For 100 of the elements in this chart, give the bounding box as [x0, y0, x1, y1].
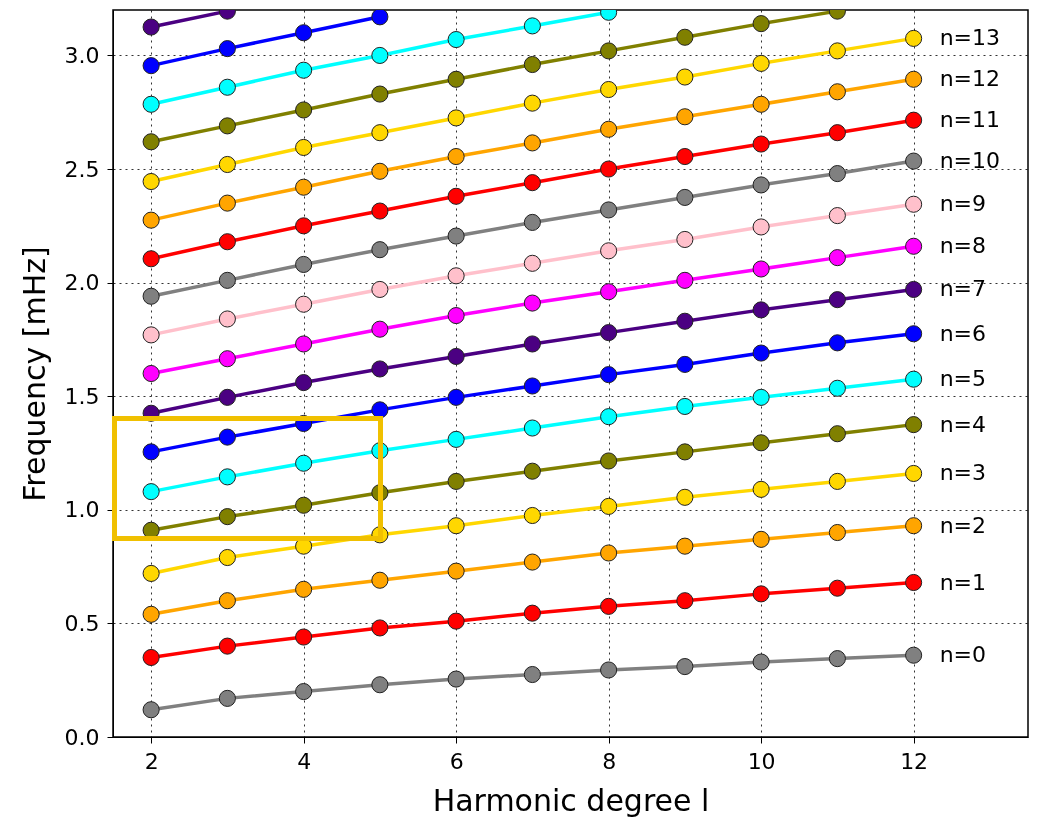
point	[676, 443, 694, 461]
point	[752, 653, 770, 671]
series-label: n=3	[939, 460, 986, 486]
point	[523, 419, 541, 437]
y-tick-label: 3.0	[64, 42, 100, 68]
point	[676, 592, 694, 610]
point	[676, 271, 694, 289]
point	[218, 194, 236, 212]
point	[447, 472, 465, 490]
point	[600, 366, 618, 384]
point	[600, 160, 618, 178]
point	[905, 517, 923, 535]
point	[218, 548, 236, 567]
point	[828, 523, 846, 542]
point	[523, 94, 541, 112]
point	[752, 434, 770, 452]
point	[752, 15, 770, 33]
point	[218, 233, 236, 251]
point	[142, 483, 160, 501]
point	[218, 117, 236, 135]
series-label: n=8	[939, 233, 986, 259]
point	[600, 544, 618, 562]
point	[600, 452, 618, 470]
point	[371, 124, 389, 142]
series-label: n=12	[939, 66, 1000, 92]
y-tick-label: 2.0	[64, 270, 100, 296]
point	[676, 312, 694, 330]
y-tick-label: 2.5	[64, 156, 100, 182]
point	[905, 573, 923, 592]
point	[142, 172, 160, 191]
point	[218, 689, 236, 707]
point	[523, 335, 541, 353]
point	[142, 250, 160, 268]
point	[447, 430, 465, 448]
point	[600, 201, 618, 219]
point	[752, 301, 770, 319]
point	[600, 283, 618, 301]
point	[371, 571, 389, 589]
point	[905, 280, 923, 298]
y-tick-label: 0.0	[64, 724, 100, 750]
series-label: n=6	[939, 320, 986, 346]
point	[371, 10, 389, 26]
point	[905, 325, 923, 343]
point	[600, 242, 618, 260]
x-tick-label: 12	[900, 748, 929, 774]
point	[523, 665, 541, 684]
point	[905, 464, 923, 483]
point	[752, 95, 770, 113]
point	[600, 324, 618, 342]
point	[218, 271, 236, 289]
point	[447, 670, 465, 688]
point	[371, 241, 389, 259]
point	[295, 496, 313, 514]
point	[752, 480, 770, 498]
point	[523, 254, 541, 272]
point	[142, 443, 160, 461]
point	[218, 40, 236, 58]
point	[828, 207, 846, 225]
point	[905, 370, 923, 388]
point	[218, 508, 236, 526]
point	[676, 230, 694, 249]
point	[676, 658, 694, 676]
point	[142, 18, 160, 36]
point	[752, 135, 770, 153]
point	[523, 604, 541, 622]
point	[295, 454, 313, 472]
point	[600, 120, 618, 138]
point	[218, 388, 236, 406]
point	[371, 85, 389, 103]
x-tick-label: 2	[144, 748, 159, 774]
x-tick-label: 8	[602, 748, 617, 774]
point	[676, 108, 694, 126]
point	[523, 377, 541, 395]
point	[905, 416, 923, 434]
point	[828, 379, 846, 397]
series-label: n=5	[939, 366, 986, 392]
point	[905, 111, 923, 129]
point	[371, 320, 389, 338]
point	[295, 178, 313, 196]
point	[828, 165, 846, 183]
series-label: n=0	[939, 642, 986, 668]
series-label: n=11	[939, 107, 1000, 133]
point	[371, 162, 389, 180]
point	[828, 334, 846, 352]
y-tick-label: 1.5	[64, 383, 100, 409]
point	[752, 54, 770, 72]
point	[905, 237, 923, 255]
point	[523, 134, 541, 152]
point	[295, 24, 313, 42]
point	[142, 133, 160, 151]
point	[371, 360, 389, 378]
point	[828, 291, 846, 309]
point	[828, 249, 846, 267]
x-tick-label: 6	[449, 748, 464, 774]
point	[142, 364, 160, 383]
series-label: n=4	[939, 411, 986, 437]
point	[828, 124, 846, 142]
point	[447, 307, 465, 325]
point	[752, 585, 770, 603]
point	[371, 401, 389, 419]
